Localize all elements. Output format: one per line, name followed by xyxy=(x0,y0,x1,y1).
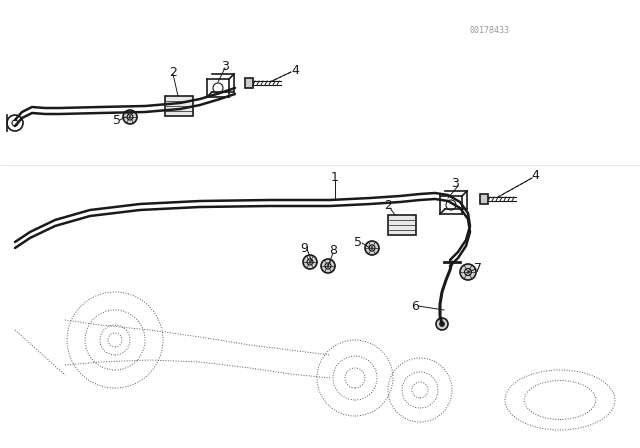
Text: 3: 3 xyxy=(221,60,229,73)
Text: 2: 2 xyxy=(384,198,392,211)
Circle shape xyxy=(123,110,137,124)
Text: 00178433: 00178433 xyxy=(470,26,510,34)
Text: 9: 9 xyxy=(300,241,308,254)
Circle shape xyxy=(436,318,448,330)
FancyBboxPatch shape xyxy=(388,215,416,235)
Text: 4: 4 xyxy=(531,168,539,181)
Text: 6: 6 xyxy=(411,300,419,313)
Text: 3: 3 xyxy=(451,177,459,190)
Circle shape xyxy=(365,241,379,255)
Circle shape xyxy=(460,264,476,280)
FancyBboxPatch shape xyxy=(245,78,253,88)
FancyBboxPatch shape xyxy=(480,194,488,204)
Text: 8: 8 xyxy=(329,244,337,257)
Text: 2: 2 xyxy=(169,65,177,78)
Circle shape xyxy=(303,255,317,269)
Text: 5: 5 xyxy=(113,113,121,126)
Circle shape xyxy=(440,322,445,327)
FancyBboxPatch shape xyxy=(165,96,193,116)
Text: 5: 5 xyxy=(354,236,362,249)
Circle shape xyxy=(321,259,335,273)
Text: 7: 7 xyxy=(474,262,482,275)
Text: 1: 1 xyxy=(331,171,339,184)
Text: 4: 4 xyxy=(291,64,299,77)
